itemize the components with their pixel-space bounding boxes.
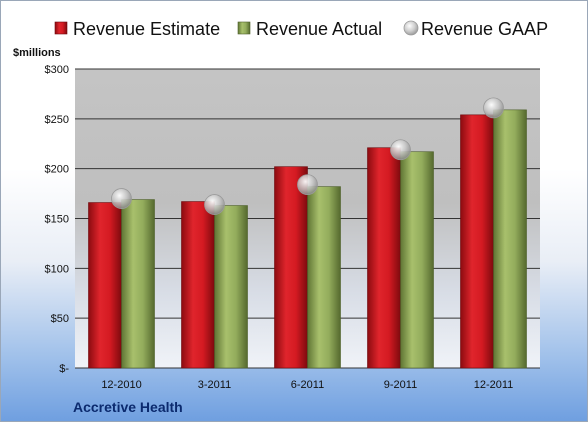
y-tick-label: $300 xyxy=(45,64,69,76)
bars xyxy=(88,109,527,369)
bar-revenue-actual xyxy=(214,205,248,369)
y-axis-label: $millions xyxy=(13,47,61,59)
bar-revenue-actual xyxy=(400,151,434,369)
bar-revenue-estimate xyxy=(460,114,494,369)
legend-label: Revenue Estimate xyxy=(73,19,220,39)
y-tick-label: $200 xyxy=(45,164,69,176)
y-tick-label: $- xyxy=(59,363,69,375)
company-name: Accretive Health xyxy=(73,399,183,415)
bar-revenue-actual xyxy=(493,109,527,369)
y-tick-label: $250 xyxy=(45,114,69,126)
legend-label: Revenue GAAP xyxy=(421,19,548,39)
bar-revenue-estimate xyxy=(274,166,308,369)
bar-revenue-actual xyxy=(307,186,341,369)
bar-revenue-actual xyxy=(121,199,155,369)
y-tick-label: $150 xyxy=(45,214,69,226)
marker-revenue-gaap xyxy=(297,174,318,196)
x-tick-label: 12-2010 xyxy=(101,379,141,391)
bar-revenue-estimate xyxy=(367,147,401,369)
y-tick-label: $50 xyxy=(51,313,69,325)
x-tick-label: 9-2011 xyxy=(384,379,417,391)
legend-label: Revenue Actual xyxy=(256,19,382,39)
bar-revenue-estimate xyxy=(181,201,215,369)
x-axis-ticks: 12-2010 3-2011 6-2011 9-2011 12-2011 xyxy=(101,379,513,391)
marker-revenue-gaap xyxy=(111,188,132,209)
y-tick-label: $100 xyxy=(45,263,69,275)
legend-swatch xyxy=(237,21,251,35)
legend-swatch xyxy=(54,21,68,35)
legend: Revenue Estimate Revenue Actual Revenue GA… xyxy=(54,19,548,39)
x-tick-label: 3-2011 xyxy=(198,379,231,391)
bar-revenue-estimate xyxy=(88,202,122,369)
marker-revenue-gaap xyxy=(483,97,504,119)
legend-swatch xyxy=(403,20,419,36)
x-tick-label: 6-2011 xyxy=(291,379,324,391)
x-tick-label: 12-2011 xyxy=(474,379,514,391)
marker-revenue-gaap xyxy=(390,139,411,161)
gaap-markers xyxy=(111,97,504,215)
marker-revenue-gaap xyxy=(204,194,225,215)
y-axis-ticks: $- $50 $100 $150 $200 $250 $300 xyxy=(45,64,70,375)
